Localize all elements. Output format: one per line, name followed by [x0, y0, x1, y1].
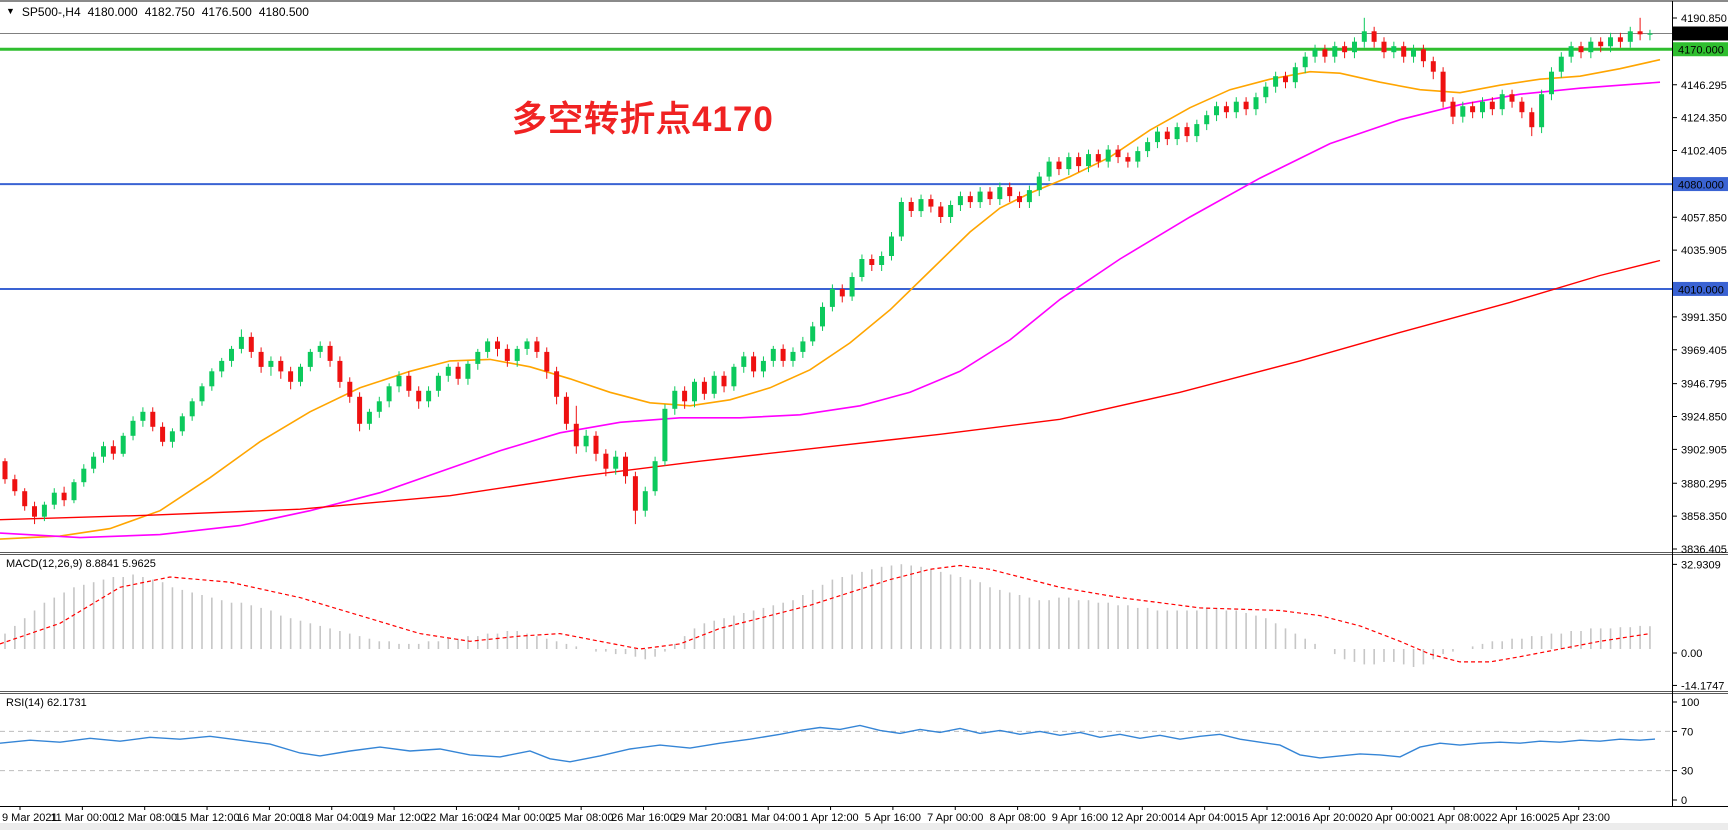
chart-header: ▼ SP500-,H4 4180.000 4182.750 4176.500 4…	[6, 5, 309, 19]
time-tick-label: 11 Mar 00:00	[50, 812, 114, 824]
symbol-period-label: SP500-,H4	[21, 5, 81, 19]
rsi-indicator-label: RSI(14) 62.1731	[6, 697, 87, 709]
time-tick-label: 26 Mar 16:00	[611, 812, 676, 824]
time-tick-label: 5 Apr 16:00	[865, 812, 921, 824]
time-tick-label: 15 Apr 12:00	[1236, 812, 1298, 824]
text-annotation-turning-point[interactable]: 多空转折点4170	[512, 100, 774, 139]
price-tick-label: 4146.295	[1681, 80, 1727, 92]
time-tick-label: 22 Mar 16:00	[424, 812, 489, 824]
time-tick-label: 15 Mar 12:00	[175, 812, 240, 824]
price-tick-label: 3880.295	[1681, 478, 1727, 490]
price-tick-label: 4035.905	[1681, 245, 1727, 257]
price-tick-label: 4102.405	[1681, 146, 1727, 158]
ohlc-low: 4176.500	[201, 5, 252, 19]
time-tick-label: 21 Apr 08:00	[1423, 812, 1485, 824]
price-tick-label: 4057.850	[1681, 212, 1727, 224]
price-tick-label: 3858.350	[1681, 511, 1727, 523]
time-tick-label: 25 Apr 23:00	[1548, 812, 1610, 824]
price-badge-label: 4010.000	[1678, 284, 1724, 296]
bottom-strip	[0, 823, 1728, 830]
time-tick-label: 19 Mar 12:00	[362, 812, 427, 824]
price-tick-label: 3836.405	[1681, 544, 1727, 556]
ma-mid-magenta	[0, 81, 1661, 539]
macd-signal-line	[0, 564, 1651, 663]
price-badge-4010.000	[1673, 281, 1728, 296]
ohlc-close: 4180.500	[258, 5, 309, 19]
price-tick-label: 4190.850	[1681, 13, 1727, 25]
time-tick-label: 12 Apr 20:00	[1111, 812, 1173, 824]
time-tick-label: 14 Apr 04:00	[1173, 812, 1235, 824]
macd-values: 8.8841 5.9625	[85, 558, 156, 570]
rsi-value: 62.1731	[46, 697, 87, 709]
price-badge-4180.500	[1673, 26, 1728, 41]
rsi-axis-label: 70	[1681, 726, 1693, 738]
price-badge-label: 4180.500	[1678, 29, 1724, 41]
price-tick-label: 3969.405	[1681, 345, 1727, 357]
rsi-axis-label: 100	[1681, 697, 1699, 709]
rsi-line	[0, 724, 1656, 763]
time-tick-label: 16 Mar 20:00	[237, 812, 302, 824]
time-tick-label: 24 Mar 00:00	[486, 812, 551, 824]
macd-indicator-label: MACD(12,26,9) 8.8841 5.9625	[6, 558, 156, 570]
price-badge-label: 4080.000	[1678, 180, 1724, 192]
time-tick-label: 16 Apr 20:00	[1298, 812, 1360, 824]
time-tick-label: 31 Mar 04:00	[736, 812, 801, 824]
time-tick-label: 8 Apr 08:00	[989, 812, 1045, 824]
price-tick-label: 3902.905	[1681, 444, 1727, 456]
time-tick-label: 1 Apr 12:00	[802, 812, 858, 824]
time-tick-label: 22 Apr 16:00	[1485, 812, 1547, 824]
time-tick-label: 25 Mar 08:00	[549, 812, 614, 824]
time-tick-label: 20 Apr 00:00	[1361, 812, 1423, 824]
ohlc-open: 4180.000	[87, 5, 138, 19]
time-tick-label: 9 Apr 16:00	[1052, 812, 1108, 824]
ma-slow-red	[0, 259, 1661, 521]
price-badge-4080.000	[1673, 177, 1728, 192]
time-tick-label: 29 Mar 20:00	[673, 812, 738, 824]
price-tick-label: 4124.350	[1681, 113, 1727, 125]
price-tick-label: 3924.850	[1681, 412, 1727, 424]
macd-axis-label: -14.1747	[1681, 680, 1724, 692]
rsi-axis-label: 30	[1681, 766, 1693, 778]
price-badge-label: 4170.000	[1678, 45, 1724, 57]
ohlc-high: 4182.750	[144, 5, 195, 19]
time-tick-label: 7 Apr 00:00	[927, 812, 983, 824]
ma-fast-orange	[0, 58, 1661, 540]
macd-axis-label: 0.00	[1681, 648, 1702, 660]
price-badge-4170.000	[1673, 42, 1728, 57]
price-tick-label: 3946.795	[1681, 379, 1727, 391]
rsi-axis-label: 0	[1681, 795, 1687, 807]
collapse-indicators-icon[interactable]: ▼	[6, 6, 15, 16]
candle-series	[2, 17, 1653, 525]
time-tick-label: 18 Mar 04:00	[299, 812, 364, 824]
macd-axis-label: 32.9309	[1681, 559, 1721, 571]
time-tick-label: 12 Mar 08:00	[112, 812, 177, 824]
price-tick-label: 3991.350	[1681, 312, 1727, 324]
time-tick-label: 9 Mar 2021	[2, 812, 58, 824]
